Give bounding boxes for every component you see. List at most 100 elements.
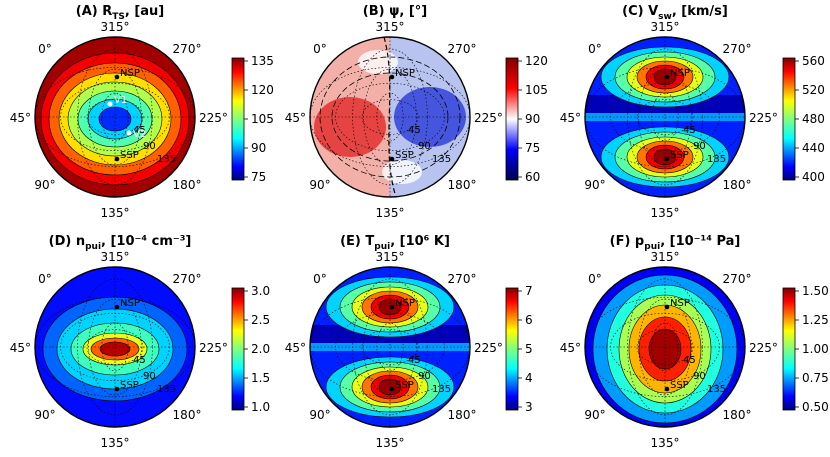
nsp-marker (114, 304, 120, 310)
contour-label: 45 (408, 355, 421, 366)
nsp-marker (664, 304, 670, 310)
angle-label-upper-right: 270° (173, 272, 202, 286)
graticule-C (585, 37, 745, 197)
map-outline (584, 36, 746, 198)
angle-label-upper-right: 270° (448, 42, 477, 56)
v1-marker (107, 101, 113, 107)
nsp-label: NSP (395, 298, 415, 309)
angle-label-lower-right: 180° (723, 178, 752, 192)
colorbar-tick-label: 4 (525, 371, 533, 385)
angle-label-upper-right: 270° (173, 42, 202, 56)
panel-title: (D) npui, [10⁻⁴ cm⁻³] (49, 234, 192, 252)
contour-label: 135 (707, 384, 726, 395)
angle-label-top: 315° (376, 250, 405, 264)
contour-label: 135 (707, 154, 726, 165)
ssp-label: SSP (395, 150, 414, 161)
angle-label-top: 315° (101, 20, 130, 34)
nsp-marker (114, 74, 120, 80)
contour-label: 90 (418, 141, 431, 152)
ssp-marker (389, 156, 395, 162)
colorbar-tick-label: 105 (251, 112, 274, 126)
map-B (310, 37, 470, 197)
map-outline (584, 266, 746, 428)
angle-label-top: 315° (651, 250, 680, 264)
angle-label-bottom: 135° (651, 436, 680, 450)
colorbar-tick-label: 75 (525, 141, 540, 155)
colorbar-tick-label: 440 (802, 141, 825, 155)
graticule-F (585, 267, 745, 427)
colorbar-B: 120 105 90 75 60 (505, 54, 548, 184)
map-outline (309, 266, 471, 428)
colorbar-tick-label: 60 (525, 170, 540, 184)
angle-label-upper-right: 270° (448, 272, 477, 286)
colorbar-gradient (231, 57, 245, 181)
angle-label-top: 315° (376, 20, 405, 34)
contour-label: 135 (432, 154, 451, 165)
contour-label: 90 (693, 141, 706, 152)
colorbar-A: 135 120 105 90 75 (231, 54, 274, 184)
angle-label-lower-right: 180° (173, 408, 202, 422)
angle-label-lower-right: 180° (448, 178, 477, 192)
angle-label-left: 45° (285, 341, 306, 355)
colorbar-tick-label: 120 (525, 54, 548, 68)
contour-label: 45 (683, 355, 696, 366)
graticule-D (35, 267, 195, 427)
colorbar-tick-label: 3.0 (251, 284, 270, 298)
angle-label-right: 225° (474, 111, 503, 125)
nsp-marker (389, 304, 395, 310)
colorbar-tick-label: 1.5 (251, 371, 270, 385)
v2-marker (126, 130, 132, 136)
angle-label-left: 45° (560, 341, 581, 355)
angle-label-upper-left: 0° (38, 272, 52, 286)
nsp-marker (664, 74, 670, 80)
nsp-label: NSP (670, 298, 690, 309)
angle-label-top: 315° (651, 20, 680, 34)
colorbar-gradient (505, 287, 519, 411)
angle-label-bottom: 135° (101, 436, 130, 450)
nsp-label: NSP (120, 68, 140, 79)
angle-label-right: 225° (199, 111, 228, 125)
angle-label-bottom: 135° (376, 206, 405, 220)
angle-label-left: 45° (560, 111, 581, 125)
colorbar-tick-label: 90 (525, 112, 540, 126)
ssp-marker (664, 386, 670, 392)
colorbar-tick-label: 1.50 (802, 284, 829, 298)
panel-title: (C) Vsw, [km/s] (622, 4, 728, 22)
ssp-label: SSP (670, 150, 689, 161)
colorbar-tick-label: 2.5 (251, 313, 270, 327)
v1-label: V1 (114, 95, 127, 106)
angle-label-left: 45° (10, 341, 31, 355)
angle-label-right: 225° (749, 111, 778, 125)
angle-label-upper-left: 0° (38, 42, 52, 56)
nsp-marker (389, 74, 395, 80)
contour-label: 45 (683, 125, 696, 136)
contour-label: 45 (408, 125, 421, 136)
ssp-marker (114, 156, 120, 162)
angle-label-upper-left: 0° (313, 42, 327, 56)
graticule-B (310, 37, 470, 197)
angle-label-right: 225° (474, 341, 503, 355)
colorbar-tick-label: 90 (251, 141, 266, 155)
colorbar-tick-label: 560 (802, 54, 825, 68)
map-C (585, 37, 745, 197)
ssp-label: SSP (120, 380, 139, 391)
angle-label-upper-left: 0° (588, 272, 602, 286)
nsp-label: NSP (395, 68, 415, 79)
angle-label-lower-left: 90° (584, 408, 605, 422)
contour-label: 45 (133, 125, 146, 136)
map-outline (309, 36, 471, 198)
map-F (585, 267, 745, 427)
colorbar-tick-label: 3 (525, 400, 533, 414)
colorbar-tick-label: 0.75 (802, 371, 829, 385)
colorbar-gradient (782, 287, 796, 411)
angle-label-bottom: 135° (101, 206, 130, 220)
angle-label-lower-left: 90° (309, 408, 330, 422)
contour-label: 135 (432, 384, 451, 395)
colorbar-tick-label: 0.50 (802, 400, 829, 414)
angle-label-left: 45° (10, 111, 31, 125)
